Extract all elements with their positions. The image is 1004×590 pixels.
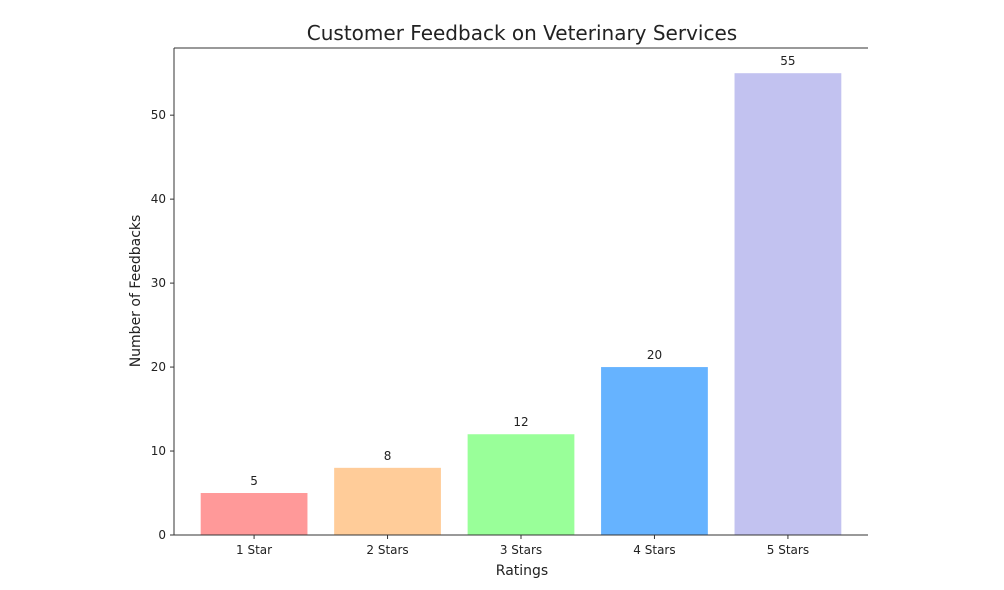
y-tick-label: 40 [151,192,166,206]
bar-4-stars [601,367,708,535]
x-axis-label: Ratings [496,563,548,579]
x-tick-label: 1 Star [236,543,272,557]
y-tick-label: 20 [151,360,166,374]
data-label: 55 [780,54,795,68]
bar-2-stars [334,467,441,535]
x-tick-label: 3 Stars [500,543,542,557]
chart-title: Customer Feedback on Veterinary Services [307,21,737,45]
data-label: 12 [513,415,528,429]
x-tick-label: 2 Stars [366,543,408,557]
x-tick-label: 4 Stars [633,543,675,557]
bar-5-stars [734,73,842,536]
data-label: 20 [647,348,662,362]
x-tick-label: 5 Stars [767,543,809,557]
bar-3-stars [467,434,575,535]
y-tick-label: 30 [151,276,166,290]
axes-frame [173,47,868,536]
y-tick-label: 10 [151,444,166,458]
y-tick-label: 50 [151,108,166,122]
bar-1-star [200,493,308,535]
data-label: 5 [250,474,258,488]
data-label: 8 [384,449,392,463]
y-tick-label: 0 [158,528,166,542]
y-axis-label: Number of Feedbacks [128,215,144,368]
